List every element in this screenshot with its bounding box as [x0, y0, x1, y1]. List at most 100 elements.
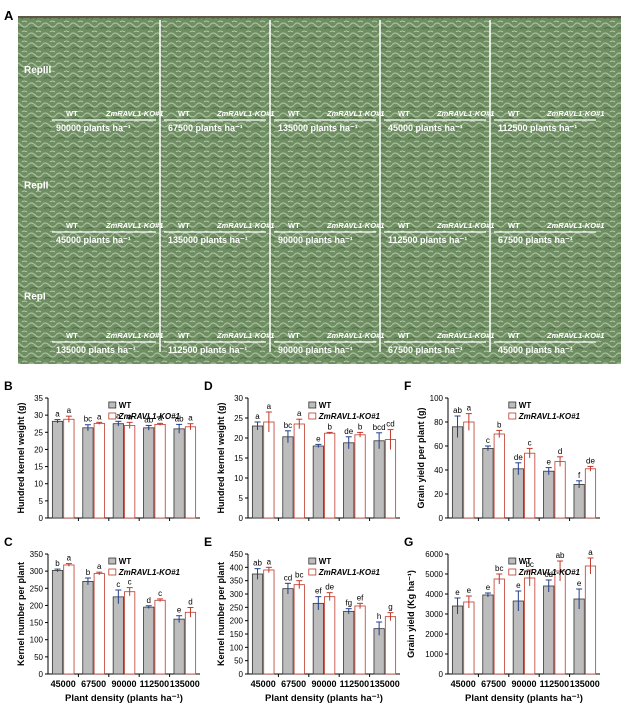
legend-swatch-ko: [508, 568, 517, 576]
y-tick-label: 0: [439, 514, 444, 523]
panel-label: E: [204, 535, 212, 549]
legend-swatch-ko: [508, 412, 517, 420]
genotype-label-ko: ZmRAVL1-KO#1: [326, 331, 384, 340]
legend-label-wt: WT: [519, 401, 532, 410]
legend-label-wt: WT: [319, 401, 332, 410]
significance-letter: b: [497, 420, 502, 429]
y-tick-label: 100: [30, 636, 44, 645]
significance-letter: a: [588, 548, 593, 557]
y-tick-label: 6000: [425, 550, 443, 559]
chart-panel-g: G 0 1000 2000 3000 4000 5000 6000 Grain yield (K…: [404, 535, 600, 704]
bar-wt: [482, 594, 494, 675]
bar-wt: [112, 423, 124, 519]
bar-wt: [343, 442, 355, 519]
significance-letter: bcd: [373, 423, 386, 432]
bar-wt: [82, 427, 94, 519]
y-tick-label: 350: [230, 577, 244, 586]
bar-wt: [51, 570, 64, 675]
bar-ko: [184, 611, 197, 675]
x-tick-label: 67500: [281, 679, 306, 689]
bar-wt: [343, 610, 355, 675]
genotype-label-ko: ZmRAVL1-KO#1: [546, 221, 604, 230]
significance-letter: cd: [284, 573, 292, 582]
x-tick-label: 90000: [111, 679, 136, 689]
legend-swatch-ko: [308, 568, 317, 576]
genotype-label-wt: WT: [398, 109, 410, 118]
significance-letter: d: [147, 596, 151, 605]
significance-letter: e: [177, 606, 182, 615]
density-label: 45000 plants ha⁻¹: [388, 123, 463, 133]
y-tick-label: 30: [234, 394, 243, 403]
significance-letter: bc: [84, 415, 92, 424]
significance-letter: c: [528, 438, 532, 447]
x-tick-label: 45000: [451, 679, 476, 689]
y-tick-label: 0: [39, 514, 44, 523]
bar-wt: [512, 600, 524, 675]
bar-ko: [584, 565, 597, 675]
panel-label: G: [404, 535, 413, 549]
bar-ko: [154, 599, 166, 675]
significance-letter: ab: [253, 559, 262, 568]
bar-wt: [82, 581, 94, 675]
legend-swatch-wt: [508, 557, 517, 565]
y-tick-label: 300: [230, 590, 244, 599]
y-tick-label: 200: [30, 601, 44, 610]
significance-letter: d: [558, 447, 562, 456]
y-tick-label: 5000: [425, 570, 443, 579]
significance-letter: c: [128, 578, 132, 587]
density-label: 90000 plants ha⁻¹: [56, 123, 131, 133]
x-tick-label: 112500: [340, 679, 370, 689]
significance-letter: a: [267, 557, 272, 566]
y-tick-label: 0: [239, 670, 244, 679]
density-label: 135000 plants ha⁻¹: [168, 235, 248, 245]
genotype-label-ko: ZmRAVL1-KO#1: [216, 221, 274, 230]
significance-letter: a: [116, 411, 121, 420]
panel-label: F: [404, 379, 411, 393]
bar-ko: [524, 577, 536, 675]
y-tick-label: 10: [234, 474, 243, 483]
bar-ko: [554, 461, 566, 519]
legend-label-ko: ZmRAVL1-KO#1: [118, 412, 181, 421]
significance-letter: e: [467, 586, 472, 595]
y-axis-label: Kernel number per plant: [216, 562, 226, 666]
genotype-label-ko: ZmRAVL1-KO#1: [326, 221, 384, 230]
genotype-label-ko: ZmRAVL1-KO#1: [546, 331, 604, 340]
bar-ko: [584, 468, 597, 519]
x-tick-label: 112500: [140, 679, 170, 689]
significance-letter: e: [486, 583, 491, 592]
significance-letter: a: [267, 402, 272, 411]
significance-letter: b: [358, 422, 363, 431]
legend-label-ko: ZmRAVL1-KO#1: [318, 412, 381, 421]
bar-wt: [143, 606, 155, 675]
significance-letter: de: [586, 456, 595, 465]
y-tick-label: 25: [34, 428, 43, 437]
bar-ko: [263, 421, 275, 519]
y-tick-label: 200: [230, 617, 244, 626]
genotype-label-ko: ZmRAVL1-KO#1: [436, 331, 494, 340]
y-tick-label: 5: [39, 497, 44, 506]
y-tick-label: 350: [30, 550, 44, 559]
bar-wt: [512, 468, 524, 519]
y-tick-label: 20: [234, 434, 243, 443]
significance-letter: ab: [175, 414, 184, 423]
x-tick-label: 45000: [51, 679, 76, 689]
y-axis-label: Grain yield per plant (g): [416, 407, 426, 508]
chart-panel-c: C 0 50 100 150 200 250 300 350 Kernel number per …: [4, 535, 200, 704]
y-tick-label: 40: [434, 466, 443, 475]
y-tick-label: 25: [234, 414, 243, 423]
significance-letter: a: [127, 412, 132, 421]
bar-ko: [324, 432, 336, 519]
y-tick-label: 400: [230, 563, 244, 572]
genotype-label-ko: ZmRAVL1-KO#1: [216, 109, 274, 118]
genotype-label-ko: ZmRAVL1-KO#1: [105, 331, 163, 340]
bar-wt: [282, 588, 294, 675]
x-axis-label: Plant density (plants ha⁻¹): [65, 693, 183, 704]
significance-letter: ef: [315, 587, 322, 596]
density-label: 90000 plants ha⁻¹: [278, 345, 353, 355]
significance-letter: ab: [556, 551, 565, 560]
legend-label-wt: WT: [519, 557, 532, 566]
bar-ko: [524, 452, 536, 519]
density-label: 45000 plants ha⁻¹: [56, 235, 131, 245]
y-tick-label: 30: [34, 411, 43, 420]
